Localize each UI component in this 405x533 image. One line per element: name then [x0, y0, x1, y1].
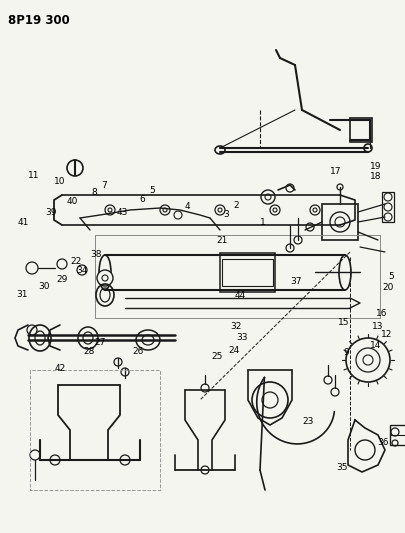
Bar [382, 192, 394, 222]
Text: 14: 14 [370, 341, 382, 350]
Circle shape [201, 466, 209, 474]
Text: 36: 36 [377, 438, 388, 447]
Circle shape [384, 203, 392, 211]
Bar [220, 253, 275, 292]
Text: 12: 12 [381, 330, 392, 339]
Circle shape [160, 205, 170, 215]
Ellipse shape [35, 331, 45, 345]
Text: 22: 22 [70, 257, 82, 265]
Ellipse shape [142, 335, 154, 345]
Circle shape [356, 348, 380, 372]
Text: 32: 32 [230, 322, 241, 330]
Text: 34: 34 [76, 266, 87, 275]
Text: 37: 37 [290, 277, 301, 286]
Text: 3: 3 [223, 210, 229, 219]
Circle shape [50, 455, 60, 465]
Text: 1: 1 [260, 219, 266, 227]
Circle shape [105, 205, 115, 215]
Text: 27: 27 [95, 338, 106, 347]
Text: 7: 7 [102, 181, 107, 190]
Circle shape [97, 270, 113, 286]
Bar [390, 425, 405, 445]
Text: 8: 8 [91, 189, 97, 197]
Ellipse shape [83, 332, 93, 344]
Circle shape [391, 428, 399, 436]
Text: 4: 4 [184, 203, 190, 211]
Circle shape [384, 213, 392, 221]
Text: 31: 31 [17, 290, 28, 298]
Circle shape [310, 205, 320, 215]
Text: 21: 21 [216, 237, 228, 245]
Text: 8P19 300: 8P19 300 [8, 14, 70, 27]
Bar [322, 204, 358, 240]
Text: 6: 6 [140, 196, 145, 204]
Text: 26: 26 [132, 348, 143, 356]
Text: 5: 5 [388, 272, 394, 280]
Bar [222, 259, 273, 286]
Text: 15: 15 [338, 318, 349, 327]
Bar [95, 235, 380, 318]
Text: 10: 10 [54, 177, 66, 185]
Text: 20: 20 [382, 284, 394, 292]
Text: 39: 39 [45, 208, 56, 216]
Text: 40: 40 [66, 197, 78, 206]
Text: 23: 23 [302, 417, 313, 425]
Circle shape [270, 205, 280, 215]
Bar [350, 118, 372, 142]
Text: 13: 13 [372, 322, 383, 330]
Circle shape [384, 193, 392, 201]
Text: 16: 16 [376, 309, 387, 318]
Text: 2: 2 [233, 201, 239, 209]
Text: 19: 19 [370, 162, 382, 171]
Text: 24: 24 [228, 346, 240, 355]
Text: 42: 42 [54, 365, 66, 373]
Circle shape [261, 190, 275, 204]
Text: 43: 43 [117, 208, 128, 216]
Text: 11: 11 [28, 172, 39, 180]
Text: 44: 44 [234, 292, 246, 300]
Text: 35: 35 [337, 463, 348, 472]
Text: 9: 9 [344, 349, 350, 357]
Text: 5: 5 [149, 187, 155, 195]
Text: 29: 29 [56, 276, 67, 284]
Text: 18: 18 [370, 173, 382, 181]
Text: 41: 41 [18, 219, 29, 227]
Circle shape [215, 205, 225, 215]
Circle shape [120, 455, 130, 465]
Text: 38: 38 [91, 251, 102, 259]
Text: 17: 17 [330, 167, 341, 176]
Text: 33: 33 [237, 333, 248, 342]
Text: 28: 28 [83, 348, 95, 356]
Text: 25: 25 [211, 352, 222, 360]
Text: 30: 30 [38, 282, 49, 291]
